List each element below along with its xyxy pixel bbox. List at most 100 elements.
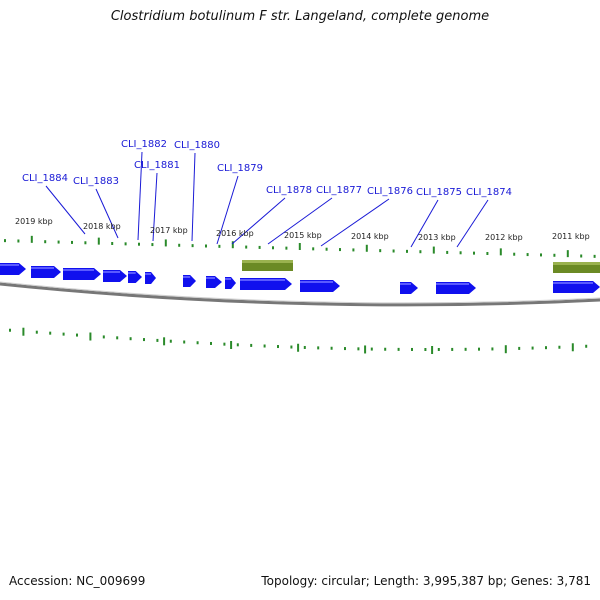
minor-tick	[4, 239, 6, 243]
minor-tick	[205, 244, 207, 248]
major-tick	[22, 327, 25, 336]
gene-label: CLI_1881	[134, 160, 180, 171]
gene-arrow-highlight	[0, 264, 19, 266]
gene-label: CLI_1879	[217, 163, 263, 174]
accession-text: Accession: NC_009699	[9, 574, 146, 588]
minor-tick	[325, 247, 328, 251]
major-tick	[298, 242, 301, 250]
genome-title: Clostridium botulinum F str. Langeland, …	[110, 9, 490, 24]
kbp-label: 2012 kbp	[485, 233, 523, 242]
minor-tick	[459, 251, 462, 255]
gene-arrow-highlight	[103, 271, 120, 273]
minor-tick	[397, 347, 400, 351]
kbp-label: 2015 kbp	[284, 231, 322, 240]
minor-tick	[352, 248, 355, 252]
minor-tick	[585, 344, 588, 348]
minor-tick	[513, 252, 516, 256]
major-tick	[89, 332, 92, 341]
minor-tick	[526, 253, 529, 257]
minor-tick	[317, 346, 320, 350]
label-leader-line	[95, 188, 119, 239]
minor-tick	[446, 250, 449, 254]
minor-tick	[272, 246, 274, 250]
label-leader-line	[152, 172, 158, 242]
label-leader-line	[45, 185, 86, 235]
ticks-top	[4, 235, 596, 258]
gene-arrow-highlight	[206, 277, 215, 279]
kbp-label: 2016 kbp	[216, 229, 254, 238]
gene-arrow-highlight	[436, 283, 469, 285]
label-leader-line	[191, 152, 196, 242]
major-tick	[571, 343, 574, 352]
minor-tick	[285, 246, 288, 250]
minor-tick	[478, 347, 480, 351]
major-tick	[566, 250, 569, 258]
minor-tick	[330, 346, 333, 350]
label-leader-line	[231, 197, 286, 245]
label-leader-line	[410, 199, 439, 248]
major-tick	[97, 237, 100, 245]
gene-arrow-highlight	[240, 279, 285, 281]
minor-tick	[218, 244, 221, 248]
minor-tick	[258, 245, 261, 249]
feature-track	[242, 260, 600, 273]
gene-arrow-highlight	[145, 273, 152, 275]
gene-arrow-highlight	[183, 276, 191, 278]
minor-tick	[580, 254, 583, 258]
major-tick	[164, 239, 167, 247]
kbp-label: 2018 kbp	[83, 222, 121, 231]
minor-tick	[464, 347, 467, 351]
major-tick	[365, 244, 368, 252]
minor-tick	[49, 331, 52, 335]
minor-tick	[406, 249, 408, 253]
minor-tick	[392, 249, 395, 253]
label-leader-line	[137, 151, 143, 241]
gene-arrow-highlight	[300, 281, 333, 283]
minor-tick	[44, 240, 47, 244]
major-tick	[499, 248, 502, 256]
kbp-label: 2011 kbp	[552, 232, 590, 241]
minor-tick	[84, 241, 87, 245]
kbp-label: 2019 kbp	[15, 217, 53, 226]
gene-arrow-highlight	[63, 269, 94, 271]
minor-tick	[245, 245, 248, 249]
genome-backbone	[0, 282, 600, 307]
genome-stats-text: Topology: circular; Length: 3,995,387 bp…	[261, 574, 591, 588]
minor-tick	[491, 347, 494, 351]
feature-block	[553, 262, 600, 273]
minor-tick	[303, 345, 306, 349]
minor-tick	[178, 243, 181, 247]
minor-tick	[116, 336, 119, 340]
gene-label: CLI_1884	[22, 173, 68, 184]
label-leader-line	[456, 199, 489, 248]
major-tick	[231, 241, 234, 249]
minor-tick	[370, 347, 373, 351]
minor-tick	[111, 241, 114, 245]
gene-label: CLI_1876	[367, 186, 413, 197]
label-leaders	[45, 151, 489, 248]
minor-tick	[357, 347, 360, 351]
gene-arrow-highlight	[225, 278, 232, 280]
minor-tick	[129, 337, 132, 341]
feature-block-highlight	[553, 262, 600, 265]
gene-label: CLI_1883	[73, 176, 119, 187]
major-tick	[504, 345, 507, 354]
kbp-labels: 2019 kbp 2018 kbp 2017 kbp 2016 kbp 2015 kbp…	[15, 217, 590, 242]
gene-arrow-highlight	[400, 283, 411, 285]
minor-tick	[124, 242, 127, 246]
gene-label: CLI_1874	[466, 187, 512, 198]
gene-label: CLI_1880	[174, 140, 220, 151]
minor-tick	[419, 250, 422, 254]
minor-tick	[76, 333, 78, 337]
minor-tick	[17, 239, 20, 243]
minor-tick	[290, 345, 293, 349]
gene-label: CLI_1882	[121, 139, 167, 150]
genome-backbone-highlight	[0, 281, 600, 304]
major-tick	[432, 246, 435, 254]
minor-tick	[553, 253, 556, 257]
minor-tick	[339, 248, 341, 252]
minor-tick	[277, 345, 279, 349]
feature-block-highlight	[242, 260, 293, 263]
major-tick	[230, 340, 233, 349]
minor-tick	[102, 335, 105, 339]
